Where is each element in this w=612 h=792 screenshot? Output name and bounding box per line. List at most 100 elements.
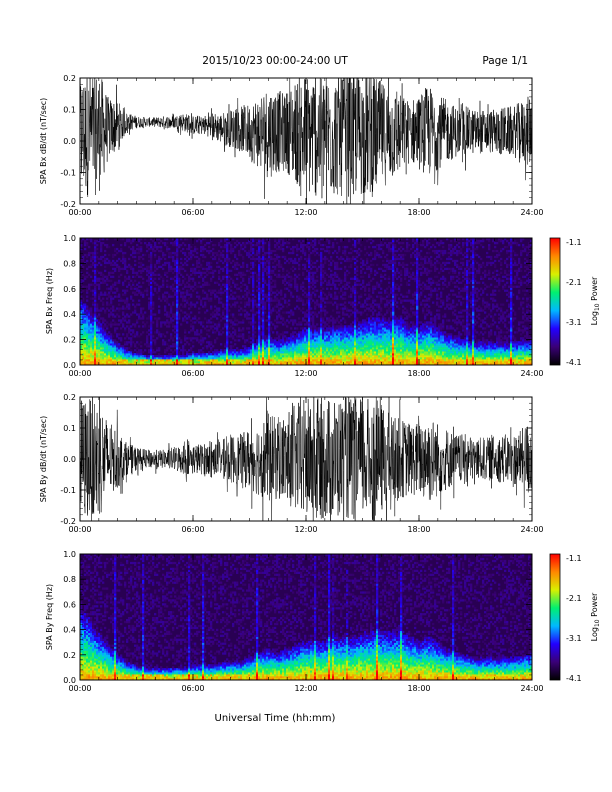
heatmap-cell xyxy=(150,289,153,292)
heatmap-cell xyxy=(238,297,241,300)
heatmap-cell xyxy=(350,313,353,316)
heatmap-cell xyxy=(232,259,235,263)
heatmap-cell xyxy=(332,281,335,284)
heatmap-cell xyxy=(254,259,257,263)
heatmap-cell xyxy=(300,287,303,290)
heatmap-cell xyxy=(314,347,317,350)
heatmap-cell xyxy=(208,263,211,267)
heatmap-cell xyxy=(292,359,295,362)
heatmap-cell xyxy=(324,293,327,296)
heatmap-cell xyxy=(204,305,207,308)
heatmap-cell xyxy=(150,247,153,251)
heatmap-cell xyxy=(138,289,141,292)
heatmap-cell xyxy=(226,249,229,253)
heatmap-cell xyxy=(310,317,313,320)
heatmap-cell xyxy=(284,339,287,342)
heatmap-cell xyxy=(200,343,203,346)
heatmap-cell xyxy=(176,243,179,247)
heatmap-cell xyxy=(300,241,303,245)
heatmap-cell xyxy=(262,345,265,348)
heatmap-cell xyxy=(92,315,95,318)
heatmap-cell xyxy=(328,357,331,360)
heatmap-cell xyxy=(298,351,301,354)
heatmap-cell xyxy=(266,315,269,318)
heatmap-cell xyxy=(318,343,321,346)
heatmap-cell xyxy=(332,333,335,336)
heatmap-cell xyxy=(84,323,87,326)
heatmap-cell xyxy=(126,315,129,318)
heatmap-cell xyxy=(94,249,97,253)
heatmap-cell xyxy=(90,347,93,350)
heatmap-cell xyxy=(126,269,129,273)
heatmap-cell xyxy=(286,241,289,245)
heatmap-cell xyxy=(222,305,225,308)
heatmap-cell xyxy=(270,311,273,314)
heatmap-cell xyxy=(136,271,139,275)
heatmap-cell xyxy=(314,311,317,314)
heatmap-cell xyxy=(238,357,241,360)
heatmap-cell xyxy=(152,363,155,366)
heatmap-cell xyxy=(136,347,139,350)
heatmap-cell xyxy=(170,333,173,336)
heatmap-cell xyxy=(104,331,107,334)
heatmap-cell xyxy=(184,285,187,288)
heatmap-cell xyxy=(268,305,271,308)
heatmap-cell xyxy=(208,325,211,328)
heatmap-cell xyxy=(308,253,311,257)
heatmap-cell xyxy=(134,359,137,362)
heatmap-cell xyxy=(232,359,235,362)
heatmap-cell xyxy=(136,357,139,360)
heatmap-cell xyxy=(278,345,281,348)
heatmap-cell xyxy=(82,351,85,354)
heatmap-cell xyxy=(150,297,153,300)
heatmap-cell xyxy=(276,257,279,261)
heatmap-cell xyxy=(190,257,193,261)
heatmap-cell xyxy=(302,331,305,334)
heatmap-cell xyxy=(162,285,165,288)
heatmap-cell xyxy=(258,299,261,302)
heatmap-cell xyxy=(248,341,251,344)
heatmap-cell xyxy=(296,359,299,362)
heatmap-cell xyxy=(308,319,311,322)
heatmap-cell xyxy=(94,345,97,348)
heatmap-cell xyxy=(278,337,281,340)
heatmap-cell xyxy=(270,329,273,332)
heatmap-cell xyxy=(352,353,355,356)
heatmap-cell xyxy=(268,323,271,326)
heatmap-cell xyxy=(82,279,85,282)
heatmap-cell xyxy=(122,299,125,302)
heatmap-cell xyxy=(320,265,323,269)
heatmap-cell xyxy=(360,357,363,360)
heatmap-cell xyxy=(232,247,235,251)
heatmap-cell xyxy=(286,355,289,358)
heatmap-cell xyxy=(312,315,315,318)
heatmap-cell xyxy=(152,271,155,275)
heatmap-cell xyxy=(156,273,159,276)
heatmap-cell xyxy=(300,245,303,249)
heatmap-cell xyxy=(222,283,225,286)
heatmap-cell xyxy=(158,335,161,338)
heatmap-cell xyxy=(268,281,271,284)
heatmap-cell xyxy=(184,357,187,360)
heatmap-cell xyxy=(172,329,175,332)
heatmap-cell xyxy=(362,357,365,360)
heatmap-cell xyxy=(84,253,87,257)
heatmap-cell xyxy=(170,307,173,310)
heatmap-cell xyxy=(252,299,255,302)
heatmap-cell xyxy=(92,357,95,360)
heatmap-cell xyxy=(324,259,327,263)
heatmap-cell xyxy=(192,285,195,288)
heatmap-cell xyxy=(166,279,169,282)
heatmap-cell xyxy=(274,267,277,271)
heatmap-cell xyxy=(150,353,153,356)
heatmap-cell xyxy=(262,349,265,352)
heatmap-cell xyxy=(342,353,345,356)
heatmap-cell xyxy=(264,353,267,356)
heatmap-cell xyxy=(110,337,113,340)
heatmap-cell xyxy=(262,263,265,267)
heatmap-cell xyxy=(202,253,205,257)
heatmap-cell xyxy=(270,309,273,312)
heatmap-cell xyxy=(248,269,251,273)
heatmap-cell xyxy=(254,345,257,348)
heatmap-cell xyxy=(82,361,85,364)
